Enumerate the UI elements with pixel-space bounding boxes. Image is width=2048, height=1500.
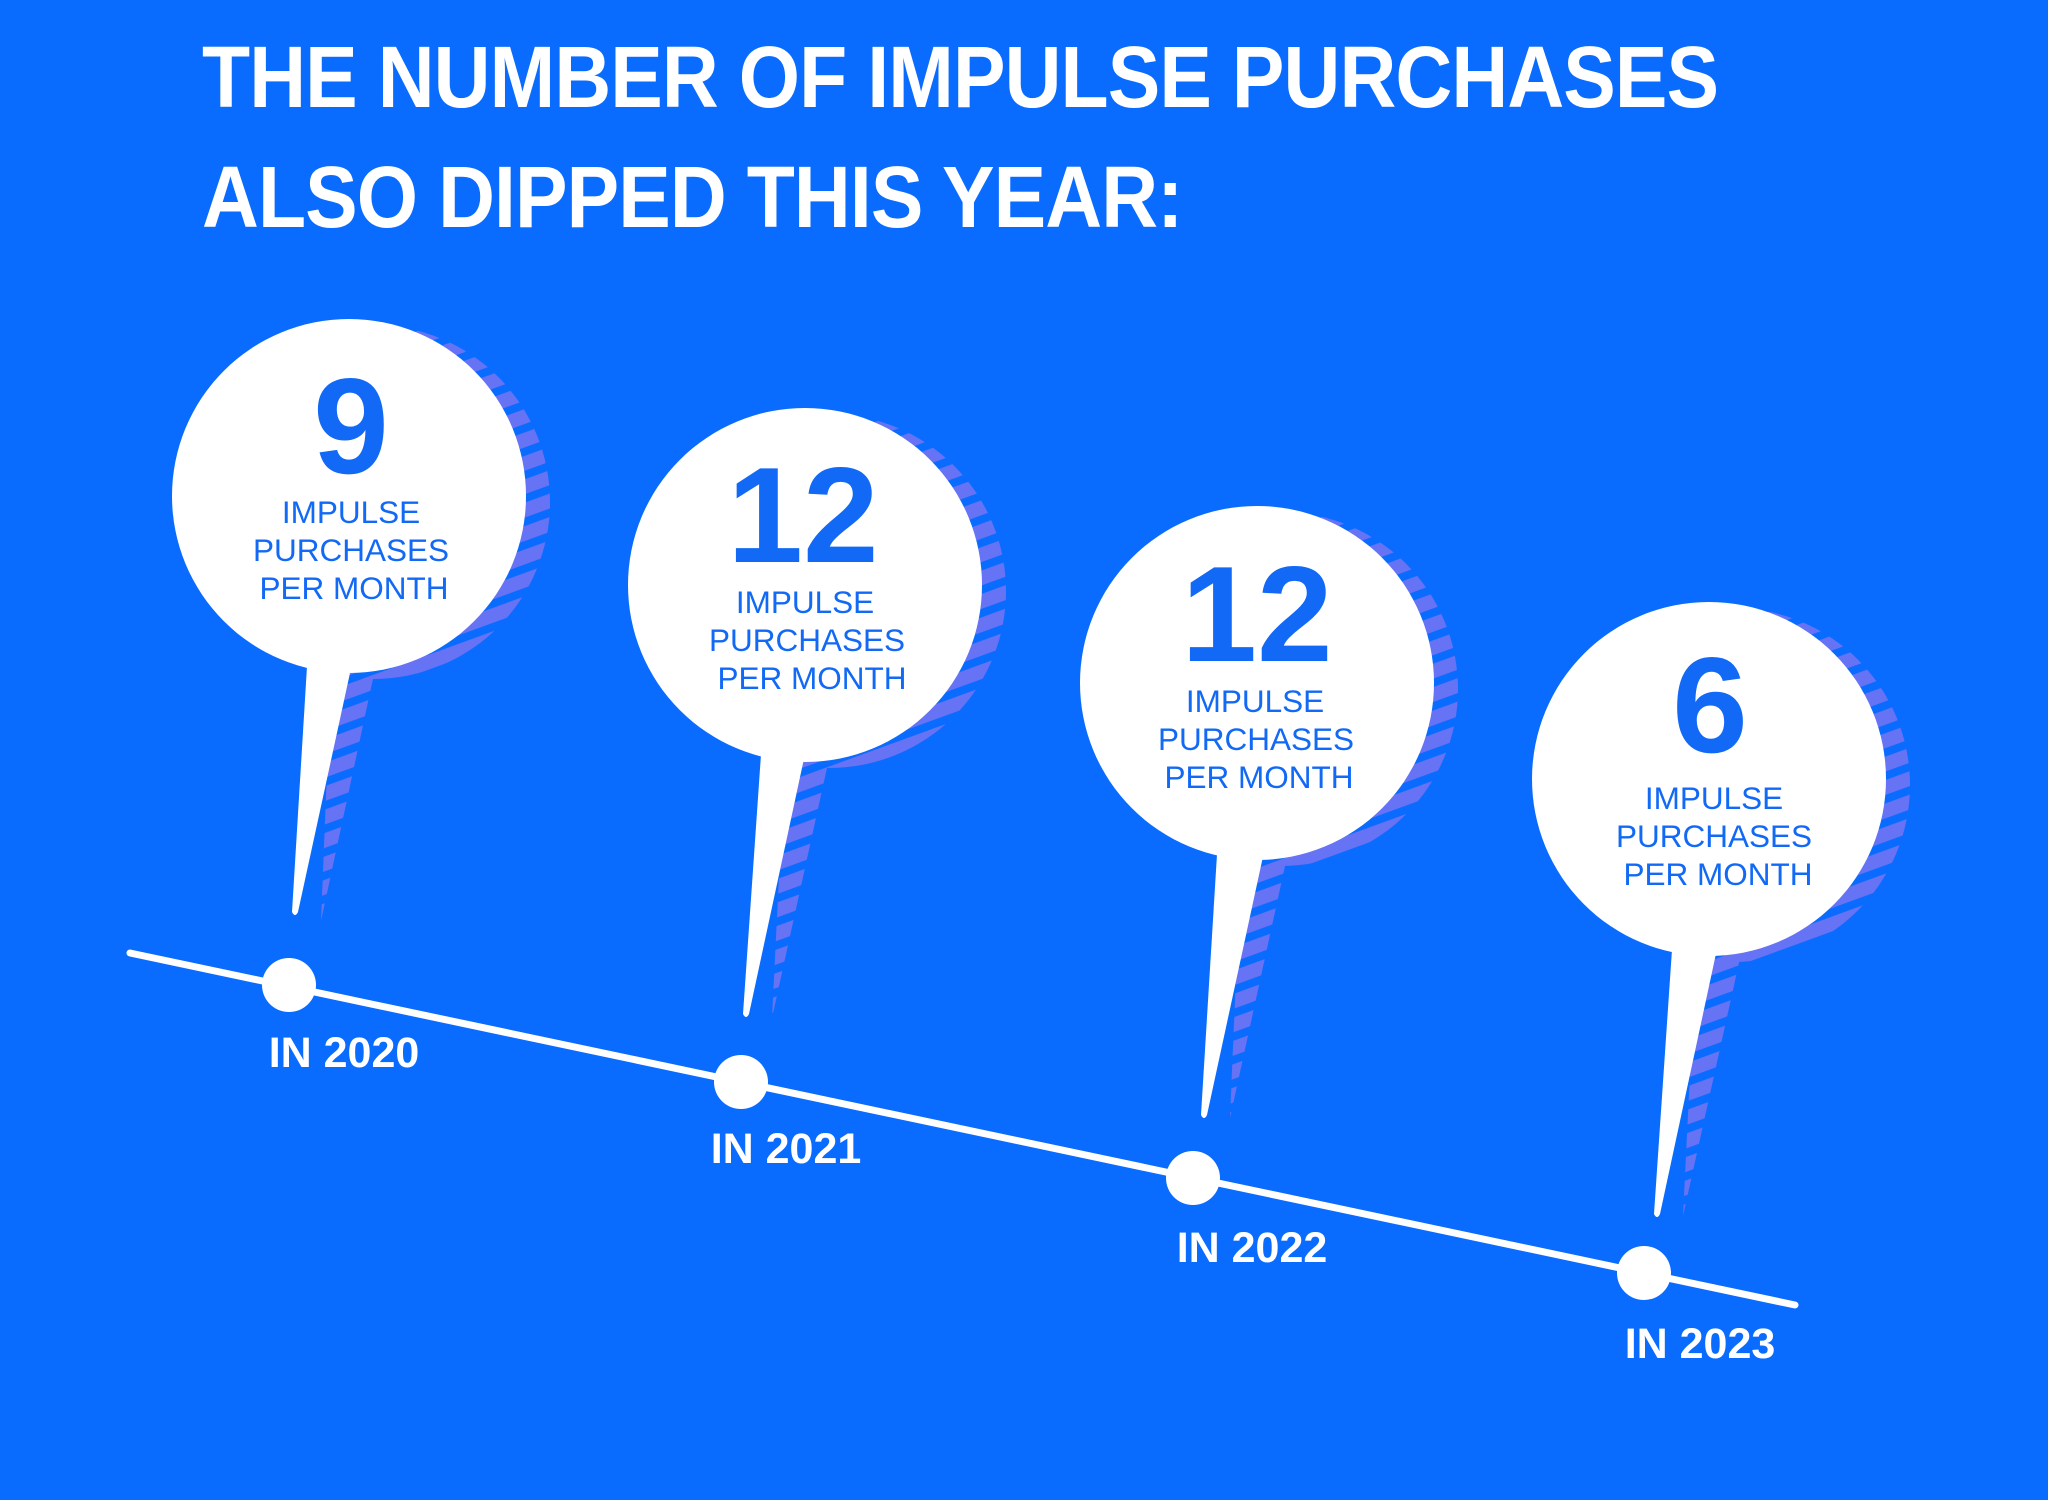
balloon-unit-line1: IMPULSE: [282, 494, 420, 530]
balloon-unit-line2: PURCHASES: [1158, 721, 1354, 757]
balloon-unit-line2: PURCHASES: [253, 532, 449, 568]
year-label-2022: IN 2022: [1177, 1224, 1328, 1272]
balloon-2022: 12 IMPULSE PURCHASES PER MONTH: [1080, 506, 1458, 1118]
balloon-unit-line3: PER MONTH: [1624, 856, 1813, 892]
timeline-line: [126, 949, 1799, 1309]
timeline-dot-2021: [714, 1055, 768, 1109]
balloon-2021: 12 IMPULSE PURCHASES PER MONTH: [628, 408, 1006, 1018]
balloon-value: 6: [1672, 629, 1748, 781]
balloon-body: [1532, 602, 1886, 1217]
balloon-unit-line3: PER MONTH: [718, 660, 907, 696]
balloon-unit-line1: IMPULSE: [1186, 683, 1324, 719]
balloon-unit-line3: PER MONTH: [1165, 759, 1354, 795]
balloon-body: [1080, 506, 1434, 1118]
timeline-dot-2020: [262, 958, 316, 1012]
title-line-1: THE NUMBER OF IMPULSE PURCHASES: [202, 29, 1719, 126]
balloon-unit-line2: PURCHASES: [1616, 818, 1812, 854]
title-line-2: ALSO DIPPED THIS YEAR:: [202, 149, 1183, 246]
balloon-unit-line2: PURCHASES: [709, 622, 905, 658]
year-label-2020: IN 2020: [269, 1029, 420, 1077]
balloon-unit-line1: IMPULSE: [736, 584, 874, 620]
balloon-2023: 6 IMPULSE PURCHASES PER MONTH: [1532, 602, 1910, 1217]
balloon-value: 12: [727, 439, 878, 591]
year-label-2023: IN 2023: [1625, 1320, 1776, 1368]
balloon-unit-line1: IMPULSE: [1645, 780, 1783, 816]
year-label-2021: IN 2021: [711, 1125, 862, 1173]
balloon-unit-line3: PER MONTH: [260, 570, 449, 606]
timeline-dot-2022: [1166, 1151, 1220, 1205]
balloon-value: 9: [313, 350, 389, 502]
balloon-value: 12: [1181, 538, 1332, 690]
balloon-body: [628, 408, 982, 1017]
page-title: THE NUMBER OF IMPULSE PURCHASES ALSO DIP…: [202, 18, 1719, 258]
balloon-2020: 9 IMPULSE PURCHASES PER MONTH: [172, 319, 550, 921]
balloon-body: [172, 319, 526, 915]
timeline-dot-2023: [1617, 1246, 1671, 1300]
